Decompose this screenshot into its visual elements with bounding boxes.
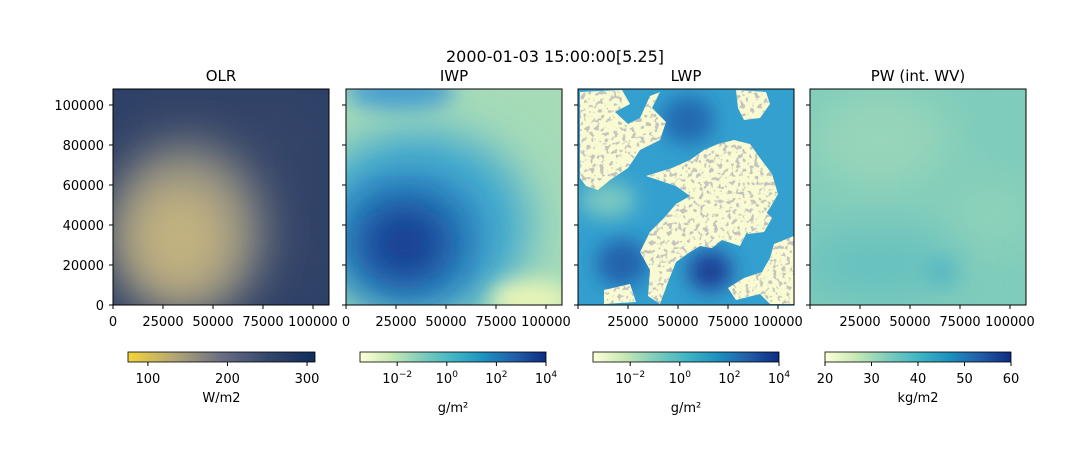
x-tick-label: 50000 (192, 315, 233, 330)
colorbar-olr: 100 200 300 W/m2 (127, 351, 320, 406)
colorbar-tick-label: 30 (863, 372, 880, 387)
olr-y-ticks: 0 20000 40000 60000 80000 100000 (54, 99, 113, 314)
pw-heatmap (810, 89, 1026, 305)
x-tick-label: 75000 (707, 315, 748, 330)
panel-lwp: LWP (574, 67, 803, 330)
olr-heatmap (113, 89, 329, 305)
y-tick-label: 0 (96, 299, 104, 314)
x-tick-label: 25000 (607, 315, 648, 330)
iwp-axes-frame (345, 88, 563, 306)
lwp-axes-frame (577, 88, 795, 306)
x-tick-label: 75000 (242, 315, 283, 330)
colorbar-tick-label: 102 (718, 370, 740, 387)
x-tick-label: 100000 (753, 315, 803, 330)
colorbar-iwp: 10−2 100 102 104 g/m² (359, 351, 558, 416)
y-tick-label: 80000 (63, 139, 104, 154)
olr-cloud-core (128, 180, 232, 296)
olr-x-ticks: 0 25000 50000 75000 100000 (109, 305, 338, 330)
colorbar-tick-label: 40 (910, 372, 927, 387)
panel-olr: OLR 0 25000 50000 75000 100000 (54, 67, 337, 330)
lwp-y-ticks (574, 104, 578, 306)
pw-lighter-north (810, 90, 950, 190)
iwp-core (366, 210, 442, 278)
iwp-dry-corner (490, 280, 562, 305)
iwp-heatmap (346, 89, 562, 305)
colorbar-label: g/m² (671, 401, 702, 416)
x-tick-label: 75000 (939, 315, 980, 330)
lwp-light-left (580, 182, 636, 218)
x-tick-label: 50000 (657, 315, 698, 330)
pw-x-ticks: 25000 50000 75000 100000 (809, 305, 1035, 330)
colorbar-tick-label: 10−2 (382, 370, 412, 387)
colorbar-label: g/m² (438, 401, 469, 416)
panel-title-iwp: IWP (440, 67, 468, 85)
x-tick-label: 0 (342, 315, 350, 330)
colorbar-tick-label: 104 (535, 370, 558, 387)
x-tick-label: 0 (109, 315, 117, 330)
y-tick-label: 20000 (63, 259, 104, 274)
x-tick-label: 100000 (521, 315, 571, 330)
panel-pw: PW (int. WV) 25000 50000 75000 100000 (806, 67, 1035, 330)
lwp-dry-patches (580, 90, 794, 304)
colorbar-tick-label: 100 (669, 370, 692, 387)
x-tick-label: 25000 (142, 315, 183, 330)
colorbar-tick-label: 60 (1003, 372, 1020, 387)
pw-y-ticks (806, 104, 810, 306)
colorbar-tick-label: 20 (817, 372, 834, 387)
pw-moist-band (810, 235, 960, 295)
colorbar-tick-label: 104 (768, 370, 791, 387)
colorbar-tick-label: 10−2 (615, 370, 645, 387)
colorbar-gradient (824, 351, 1012, 363)
lwp-max-right (688, 251, 732, 291)
panel-title-lwp: LWP (671, 67, 702, 85)
lwp-max-left (596, 239, 648, 287)
colorbar-label: W/m2 (202, 391, 240, 406)
iwp-upper-band (346, 89, 455, 110)
colorbar-tick-label: 300 (295, 372, 320, 387)
iwp-y-ticks (342, 104, 346, 306)
colorbar-gradient (359, 351, 547, 363)
x-tick-label: 100000 (288, 315, 338, 330)
lwp-max-top (662, 96, 714, 144)
colorbar-gradient (127, 351, 316, 363)
colorbar-pw: 20 30 40 50 60 kg/m2 (817, 351, 1020, 406)
x-tick-label: 25000 (375, 315, 416, 330)
iwp-x-ticks: 0 25000 50000 75000 100000 (342, 305, 571, 330)
pw-lighter-east (945, 180, 1026, 250)
x-tick-label: 50000 (425, 315, 466, 330)
lwp-x-ticks: 25000 50000 75000 100000 (577, 305, 803, 330)
colorbar-tick-label: 100 (135, 372, 160, 387)
panel-title-pw: PW (int. WV) (871, 67, 966, 85)
pw-axes-frame (809, 88, 1027, 306)
y-tick-label: 40000 (63, 219, 104, 234)
x-tick-label: 100000 (985, 315, 1035, 330)
x-tick-label: 50000 (889, 315, 930, 330)
colorbar-gradient (592, 351, 780, 363)
colorbar-tick-label: 102 (485, 370, 507, 387)
colorbar-lwp: 10−2 100 102 104 g/m² (592, 351, 791, 416)
colorbar-tick-label: 100 (436, 370, 459, 387)
colorbar-label: kg/m2 (897, 391, 938, 406)
olr-axes-frame (112, 88, 330, 306)
figure-suptitle: 2000-01-03 15:00:00[5.25] (446, 47, 664, 66)
y-tick-label: 60000 (63, 179, 104, 194)
pw-moist-spot (928, 260, 956, 284)
x-tick-label: 25000 (839, 315, 880, 330)
panel-iwp: IWP 0 25000 50000 75000 100000 (342, 67, 571, 330)
x-tick-label: 75000 (475, 315, 516, 330)
panel-title-olr: OLR (206, 67, 237, 85)
y-tick-label: 100000 (54, 99, 104, 114)
colorbar-tick-label: 200 (215, 372, 240, 387)
colorbar-tick-label: 50 (956, 372, 973, 387)
lwp-heatmap (578, 89, 794, 305)
